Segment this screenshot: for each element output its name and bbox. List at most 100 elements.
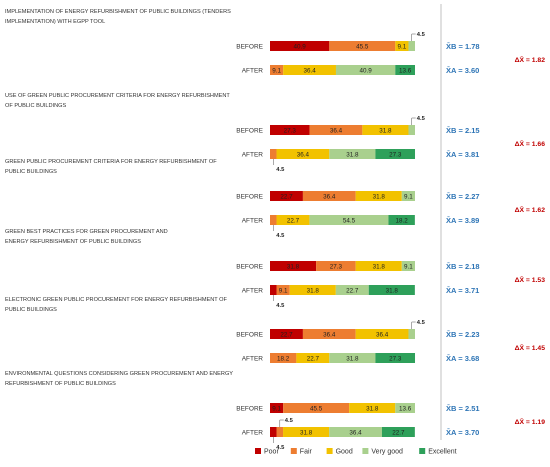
data-label: 13.6 (399, 406, 412, 413)
data-label: 22.7 (346, 288, 359, 295)
bar-segment (283, 403, 350, 413)
bar-segment (276, 285, 290, 295)
data-label: 22.7 (287, 218, 300, 225)
group-title: ELECTRONIC GREEN PUBLIC PROCUREMENT FOR … (5, 297, 227, 303)
data-label: 22.7 (392, 430, 405, 437)
legend-swatch (326, 448, 333, 454)
bar-segment (355, 191, 402, 201)
data-label: 31.8 (346, 152, 359, 159)
callout-label: 4.5 (276, 303, 285, 309)
bar-segment (335, 65, 396, 75)
mean-label: X̄A = 3.70 (446, 428, 479, 437)
data-label: 36.4 (349, 430, 362, 437)
data-label: 54.5 (343, 218, 356, 225)
bar-segment (329, 149, 376, 159)
group-title: OF PUBLIC BUILDINGS (5, 103, 67, 109)
bar-segment (401, 261, 415, 271)
data-label: 27.3 (284, 128, 297, 135)
row-label: BEFORE (236, 332, 263, 339)
bar-segment (368, 285, 415, 295)
row-label: AFTER (242, 218, 264, 225)
data-label: 9.1 (397, 44, 406, 51)
bar-segment (302, 191, 356, 201)
delta-label: ΔX̄ = 1.66 (515, 139, 546, 148)
bar-segment (289, 285, 336, 295)
data-label: 9.1 (279, 288, 288, 295)
bar-segment (335, 285, 369, 295)
data-label: 45.5 (356, 44, 369, 51)
bar-segment (401, 191, 415, 201)
data-label: 27.3 (330, 264, 343, 271)
data-label: 18.2 (396, 218, 409, 225)
bar-segment (309, 215, 389, 225)
data-label: 31.8 (307, 288, 320, 295)
data-label: 36.4 (323, 194, 336, 201)
group-title: ENERGY REFURBISHMENT OF PUBLIC BUILDINGS (5, 239, 141, 245)
bar-segment (270, 427, 277, 437)
data-label: 36.4 (323, 332, 336, 339)
bar-segment (309, 125, 363, 135)
bar-segment (276, 215, 310, 225)
bar-segment (270, 191, 303, 201)
bar-segment (283, 65, 336, 75)
bar-segment (270, 285, 277, 295)
bar-segment (270, 149, 277, 159)
row-label: AFTER (242, 356, 264, 363)
group-title: IMPLEMENTATION OF ENERGY REFURBISHMENT O… (5, 9, 231, 15)
legend-label: Fair (300, 449, 313, 456)
legend-swatch (290, 448, 297, 454)
bar-segment (395, 65, 415, 75)
mean-label: X̄A = 3.71 (446, 286, 479, 295)
group-title: USE OF GREEN PUBLIC PROCUREMENT CRITERIA… (5, 93, 230, 99)
bar-segment (349, 403, 396, 413)
group-title: GREEN PUBLIC PROCUREMENT CRITERIA FOR EN… (5, 159, 217, 165)
bar-segment (276, 149, 330, 159)
group-title: IMPLEMENTATION) WITH EGPP TOOL (5, 19, 105, 25)
bar-segment (329, 353, 376, 363)
data-label: 22.7 (280, 194, 293, 201)
delta-label: ΔX̄ = 1.19 (515, 417, 546, 426)
legend-label: Excellent (428, 449, 456, 456)
row-label: BEFORE (236, 128, 263, 135)
data-label: 36.4 (297, 152, 310, 159)
bar-segment (283, 427, 330, 437)
callout-label: 4.5 (276, 445, 285, 451)
bar-segment (355, 329, 409, 339)
data-label: 31.8 (346, 356, 359, 363)
callout-label: 4.5 (417, 320, 426, 326)
data-label: 18.2 (277, 356, 290, 363)
callout-label: 4.5 (417, 116, 426, 122)
bar-segment (296, 353, 330, 363)
bar-segment (270, 65, 284, 75)
legend-swatch (255, 448, 261, 454)
group-title: GREEN BEST PRACTICES FOR GREEN PROCUREME… (5, 229, 168, 235)
delta-label: ΔX̄ = 1.45 (515, 343, 546, 352)
delta-label: ΔX̄ = 1.53 (515, 275, 546, 284)
legend-swatch (362, 448, 369, 454)
bar-segment (329, 41, 396, 51)
data-label: 31.8 (386, 288, 399, 295)
group-title: ENVIRONMENTAL QUESTIONS CONSIDERING GREE… (5, 371, 233, 377)
row-label: BEFORE (236, 406, 263, 413)
callout-label: 4.5 (285, 418, 294, 424)
mean-label: X̄B = 2.18 (446, 262, 480, 271)
callout-label: 4.5 (417, 32, 426, 38)
row-label: AFTER (242, 430, 264, 437)
bar-segment (270, 125, 310, 135)
data-label: 31.8 (300, 430, 313, 437)
row-label: BEFORE (236, 264, 263, 271)
bar-segment (395, 403, 415, 413)
data-label: 22.7 (307, 356, 320, 363)
data-label: 36.4 (376, 332, 389, 339)
data-label: 40.9 (359, 68, 372, 75)
mean-label: X̄A = 3.68 (446, 354, 479, 363)
bar-segment (270, 261, 317, 271)
bar-segment (408, 41, 415, 51)
bar-segment (276, 427, 284, 437)
row-label: AFTER (242, 152, 264, 159)
bar-segment (270, 353, 297, 363)
data-label: 40.9 (294, 44, 307, 51)
mean-label: X̄B = 1.78 (446, 42, 480, 51)
bar-segment (270, 41, 330, 51)
